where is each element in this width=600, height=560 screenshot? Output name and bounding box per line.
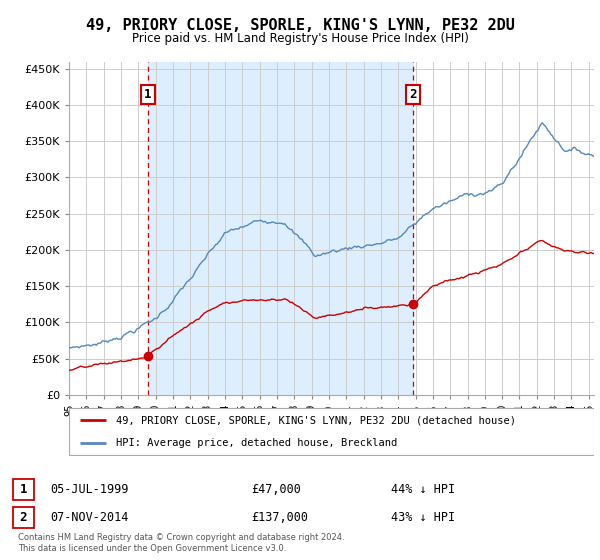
Text: 1: 1 <box>20 483 27 496</box>
Text: £137,000: £137,000 <box>251 511 308 524</box>
FancyBboxPatch shape <box>13 479 34 500</box>
Text: Contains HM Land Registry data © Crown copyright and database right 2024.
This d: Contains HM Land Registry data © Crown c… <box>18 533 344 553</box>
Text: Price paid vs. HM Land Registry's House Price Index (HPI): Price paid vs. HM Land Registry's House … <box>131 32 469 45</box>
Text: 2: 2 <box>20 511 27 524</box>
Text: 07-NOV-2014: 07-NOV-2014 <box>50 511 128 524</box>
Text: 05-JUL-1999: 05-JUL-1999 <box>50 483 128 496</box>
Bar <box>148 62 413 395</box>
FancyBboxPatch shape <box>13 507 34 528</box>
Text: 2: 2 <box>409 88 416 101</box>
Text: 44% ↓ HPI: 44% ↓ HPI <box>391 483 455 496</box>
FancyBboxPatch shape <box>69 408 594 455</box>
Text: HPI: Average price, detached house, Breckland: HPI: Average price, detached house, Brec… <box>116 438 398 448</box>
Text: 43% ↓ HPI: 43% ↓ HPI <box>391 511 455 524</box>
Text: 49, PRIORY CLOSE, SPORLE, KING'S LYNN, PE32 2DU (detached house): 49, PRIORY CLOSE, SPORLE, KING'S LYNN, P… <box>116 416 516 426</box>
Text: 49, PRIORY CLOSE, SPORLE, KING'S LYNN, PE32 2DU: 49, PRIORY CLOSE, SPORLE, KING'S LYNN, P… <box>86 18 514 33</box>
Text: 1: 1 <box>144 88 151 101</box>
Text: £47,000: £47,000 <box>251 483 301 496</box>
